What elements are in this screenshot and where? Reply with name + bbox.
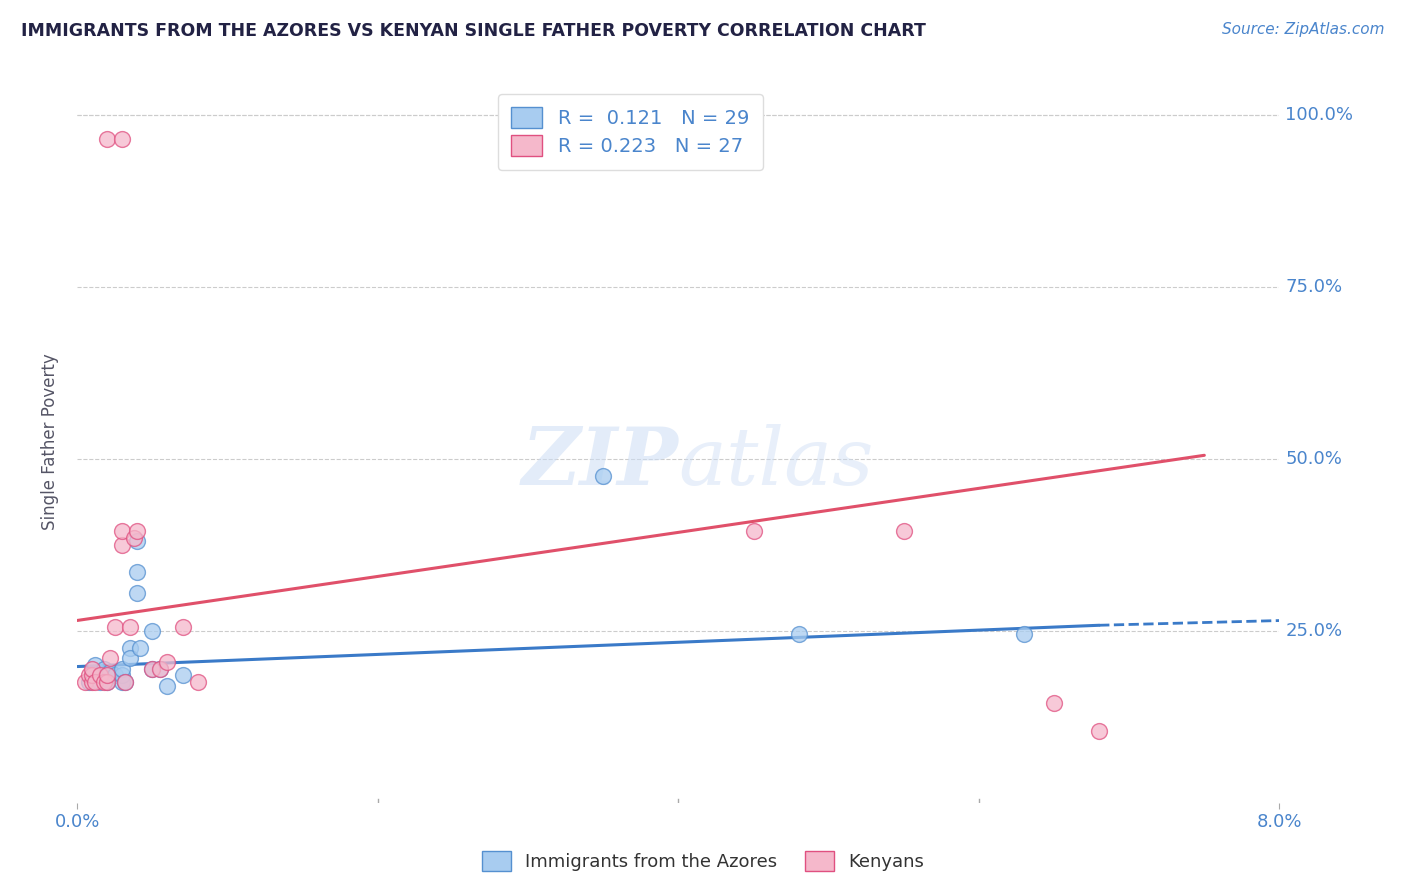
Point	[79, 675, 101, 690]
Point	[114, 675, 136, 690]
Point	[149, 662, 172, 676]
Point	[73, 675, 96, 690]
Point	[111, 675, 134, 690]
Text: 75.0%: 75.0%	[1285, 277, 1343, 296]
Point	[89, 668, 111, 682]
Point	[111, 524, 134, 538]
Point	[127, 524, 149, 538]
Text: atlas: atlas	[679, 425, 873, 502]
Point	[111, 538, 134, 552]
Point	[127, 534, 149, 549]
Point	[100, 651, 122, 665]
Point	[100, 665, 122, 679]
Point	[84, 675, 107, 690]
Point	[172, 620, 194, 634]
Point	[82, 675, 104, 690]
Point	[111, 132, 134, 146]
Point	[82, 662, 104, 676]
Point	[172, 668, 194, 682]
Point	[84, 658, 107, 673]
Point	[93, 675, 115, 690]
Point	[1088, 723, 1111, 738]
Point	[118, 640, 141, 655]
Point	[156, 679, 179, 693]
Point	[127, 586, 149, 600]
Point	[592, 469, 614, 483]
Text: IMMIGRANTS FROM THE AZORES VS KENYAN SINGLE FATHER POVERTY CORRELATION CHART: IMMIGRANTS FROM THE AZORES VS KENYAN SIN…	[21, 22, 927, 40]
Point	[156, 655, 179, 669]
Point	[96, 668, 118, 682]
Point	[1043, 696, 1066, 710]
Point	[149, 662, 172, 676]
Point	[118, 651, 141, 665]
Point	[893, 524, 915, 538]
Point	[186, 675, 209, 690]
Point	[141, 662, 163, 676]
Text: Source: ZipAtlas.com: Source: ZipAtlas.com	[1222, 22, 1385, 37]
Point	[141, 662, 163, 676]
Point	[96, 675, 118, 690]
Text: 50.0%: 50.0%	[1285, 450, 1343, 467]
Point	[111, 662, 134, 676]
Point	[96, 675, 118, 690]
Legend: Immigrants from the Azores, Kenyans: Immigrants from the Azores, Kenyans	[475, 844, 931, 879]
Legend: R =  0.121   N = 29, R = 0.223   N = 27: R = 0.121 N = 29, R = 0.223 N = 27	[498, 94, 763, 170]
Point	[96, 672, 118, 686]
Point	[127, 566, 149, 580]
Point	[79, 668, 101, 682]
Point	[141, 624, 163, 638]
Point	[93, 662, 115, 676]
Text: ZIP: ZIP	[522, 425, 679, 502]
Point	[742, 524, 765, 538]
Point	[89, 675, 111, 690]
Point	[104, 668, 127, 682]
Point	[96, 132, 118, 146]
Point	[104, 620, 127, 634]
Point	[129, 640, 152, 655]
Point	[82, 668, 104, 682]
Y-axis label: Single Father Poverty: Single Father Poverty	[41, 353, 59, 530]
Point	[96, 668, 118, 682]
Point	[114, 675, 136, 690]
Point	[118, 620, 141, 634]
Text: 25.0%: 25.0%	[1285, 622, 1343, 640]
Text: 100.0%: 100.0%	[1285, 105, 1354, 124]
Point	[1012, 627, 1035, 641]
Point	[89, 668, 111, 682]
Point	[787, 627, 810, 641]
Point	[111, 668, 134, 682]
Point	[82, 668, 104, 682]
Point	[124, 531, 146, 545]
